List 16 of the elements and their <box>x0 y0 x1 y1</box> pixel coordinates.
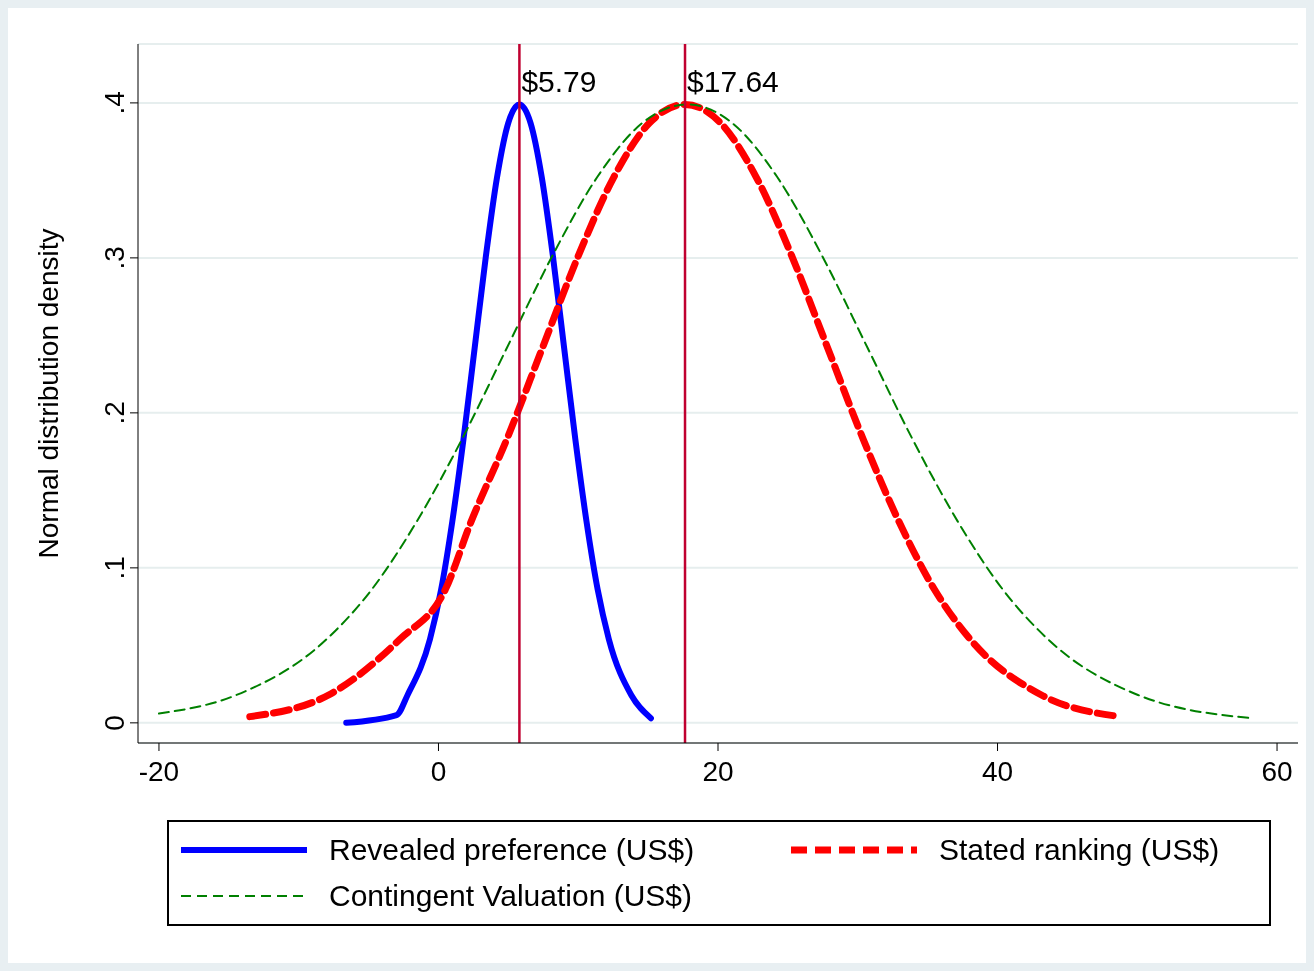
x-tick-label: -20 <box>138 756 180 787</box>
legend-label: Stated ranking (US$) <box>939 833 1220 867</box>
x-tick-label: 0 <box>430 756 447 787</box>
x-tick-label: 40 <box>981 756 1014 787</box>
legend-label: Contingent Valuation (US$) <box>329 879 692 913</box>
y-axis-title: Normal distribution density <box>32 228 64 559</box>
ref-line-label: $5.79 <box>521 65 597 98</box>
legend-label: Revealed preference (US$) <box>329 833 695 867</box>
y-tick-label: .1 <box>99 556 130 580</box>
y-tick-label: .3 <box>99 246 130 270</box>
ref-line-label: $17.64 <box>687 65 779 98</box>
x-tick-label: 20 <box>702 756 734 787</box>
y-tick-label: 0 <box>99 715 130 731</box>
y-tick-label: .2 <box>99 401 130 425</box>
x-tick-label: 60 <box>1261 756 1293 787</box>
y-tick-label: .4 <box>99 91 130 115</box>
